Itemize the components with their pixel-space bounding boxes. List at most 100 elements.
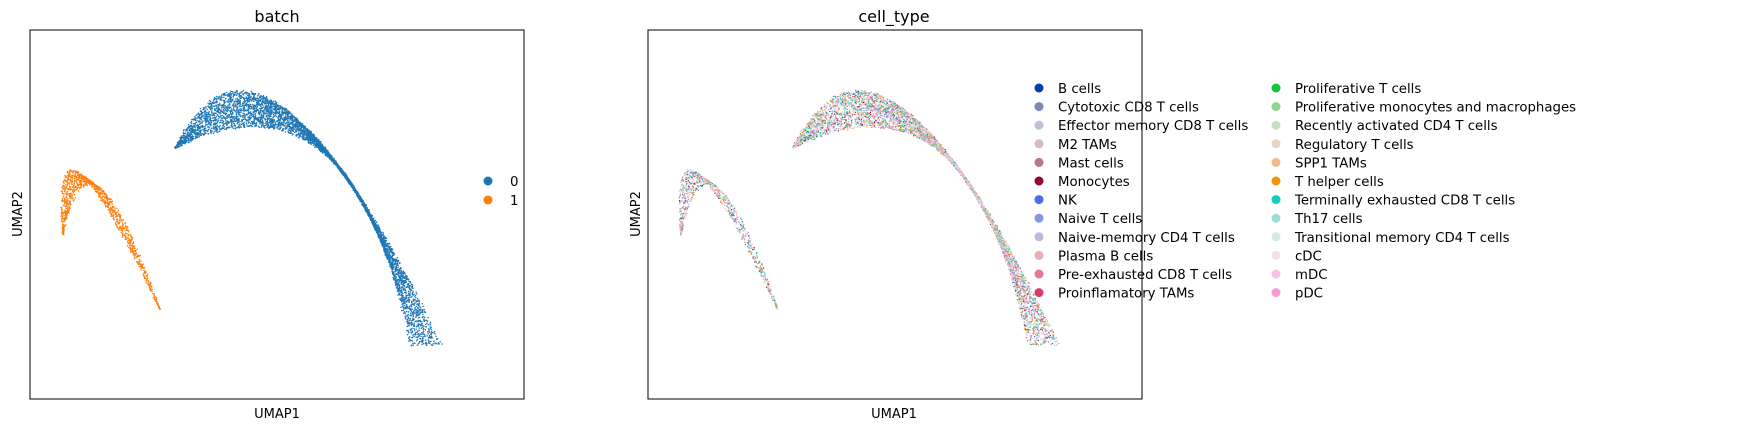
point <box>202 106 205 109</box>
point <box>252 106 254 109</box>
point <box>203 130 205 133</box>
point <box>403 301 405 304</box>
point <box>212 132 215 134</box>
point <box>234 105 237 107</box>
point <box>243 101 246 104</box>
point <box>262 95 265 97</box>
point <box>197 128 199 130</box>
point <box>208 110 210 113</box>
point <box>220 107 223 109</box>
point <box>227 93 229 96</box>
point <box>364 209 367 212</box>
point <box>243 100 245 103</box>
point <box>239 108 241 110</box>
point <box>200 118 203 121</box>
point <box>267 103 270 105</box>
point <box>415 296 417 299</box>
point <box>384 240 387 242</box>
point <box>419 337 421 340</box>
point <box>418 340 421 343</box>
point <box>198 136 201 138</box>
point <box>230 113 233 116</box>
point <box>378 226 381 228</box>
point <box>262 106 265 108</box>
point <box>243 97 246 100</box>
point <box>386 256 388 258</box>
point <box>213 119 216 121</box>
point <box>412 298 415 300</box>
point <box>231 117 234 119</box>
point <box>232 98 234 101</box>
point <box>193 124 195 127</box>
point <box>186 129 188 131</box>
point <box>175 145 178 148</box>
point <box>251 104 254 106</box>
point <box>309 138 311 141</box>
point <box>236 119 239 122</box>
point <box>268 118 271 120</box>
point <box>249 110 252 113</box>
point <box>405 315 407 317</box>
point <box>223 112 225 115</box>
point <box>268 106 271 109</box>
point <box>224 122 226 125</box>
point <box>418 304 420 306</box>
point <box>420 309 422 312</box>
point <box>427 316 429 319</box>
point <box>274 100 277 102</box>
point <box>409 338 411 341</box>
point <box>210 132 213 134</box>
point <box>209 100 212 103</box>
point <box>235 112 238 114</box>
point <box>398 274 400 277</box>
point <box>285 127 288 130</box>
point <box>410 331 412 334</box>
point <box>190 125 192 128</box>
point <box>292 118 294 120</box>
point <box>313 134 315 136</box>
point <box>272 115 275 117</box>
point <box>428 331 431 333</box>
point <box>384 247 386 249</box>
point <box>420 327 423 329</box>
point <box>379 228 382 231</box>
point <box>424 339 427 341</box>
point <box>251 125 254 128</box>
point <box>247 106 250 108</box>
point <box>382 235 385 237</box>
point <box>272 105 274 107</box>
point <box>394 283 397 285</box>
point <box>251 97 254 100</box>
point <box>188 125 191 128</box>
point <box>291 127 293 129</box>
point <box>234 100 236 103</box>
point <box>429 323 432 326</box>
point <box>419 311 422 313</box>
point <box>307 141 310 143</box>
point <box>225 121 228 124</box>
point <box>232 103 234 106</box>
point <box>407 311 410 313</box>
point <box>402 312 405 314</box>
point <box>412 334 414 336</box>
point <box>407 286 409 288</box>
point <box>400 270 403 273</box>
point <box>250 116 253 118</box>
point <box>181 140 184 142</box>
point <box>421 333 423 335</box>
point <box>419 320 422 323</box>
point <box>398 262 401 265</box>
point <box>227 122 230 124</box>
point <box>281 128 284 131</box>
point <box>316 139 318 141</box>
point <box>423 325 425 327</box>
point <box>395 276 397 278</box>
point <box>406 333 409 336</box>
point <box>234 128 236 130</box>
point <box>256 95 259 97</box>
point <box>182 141 185 144</box>
point <box>412 344 415 346</box>
point <box>429 327 432 330</box>
point <box>384 237 386 240</box>
point <box>420 332 423 334</box>
